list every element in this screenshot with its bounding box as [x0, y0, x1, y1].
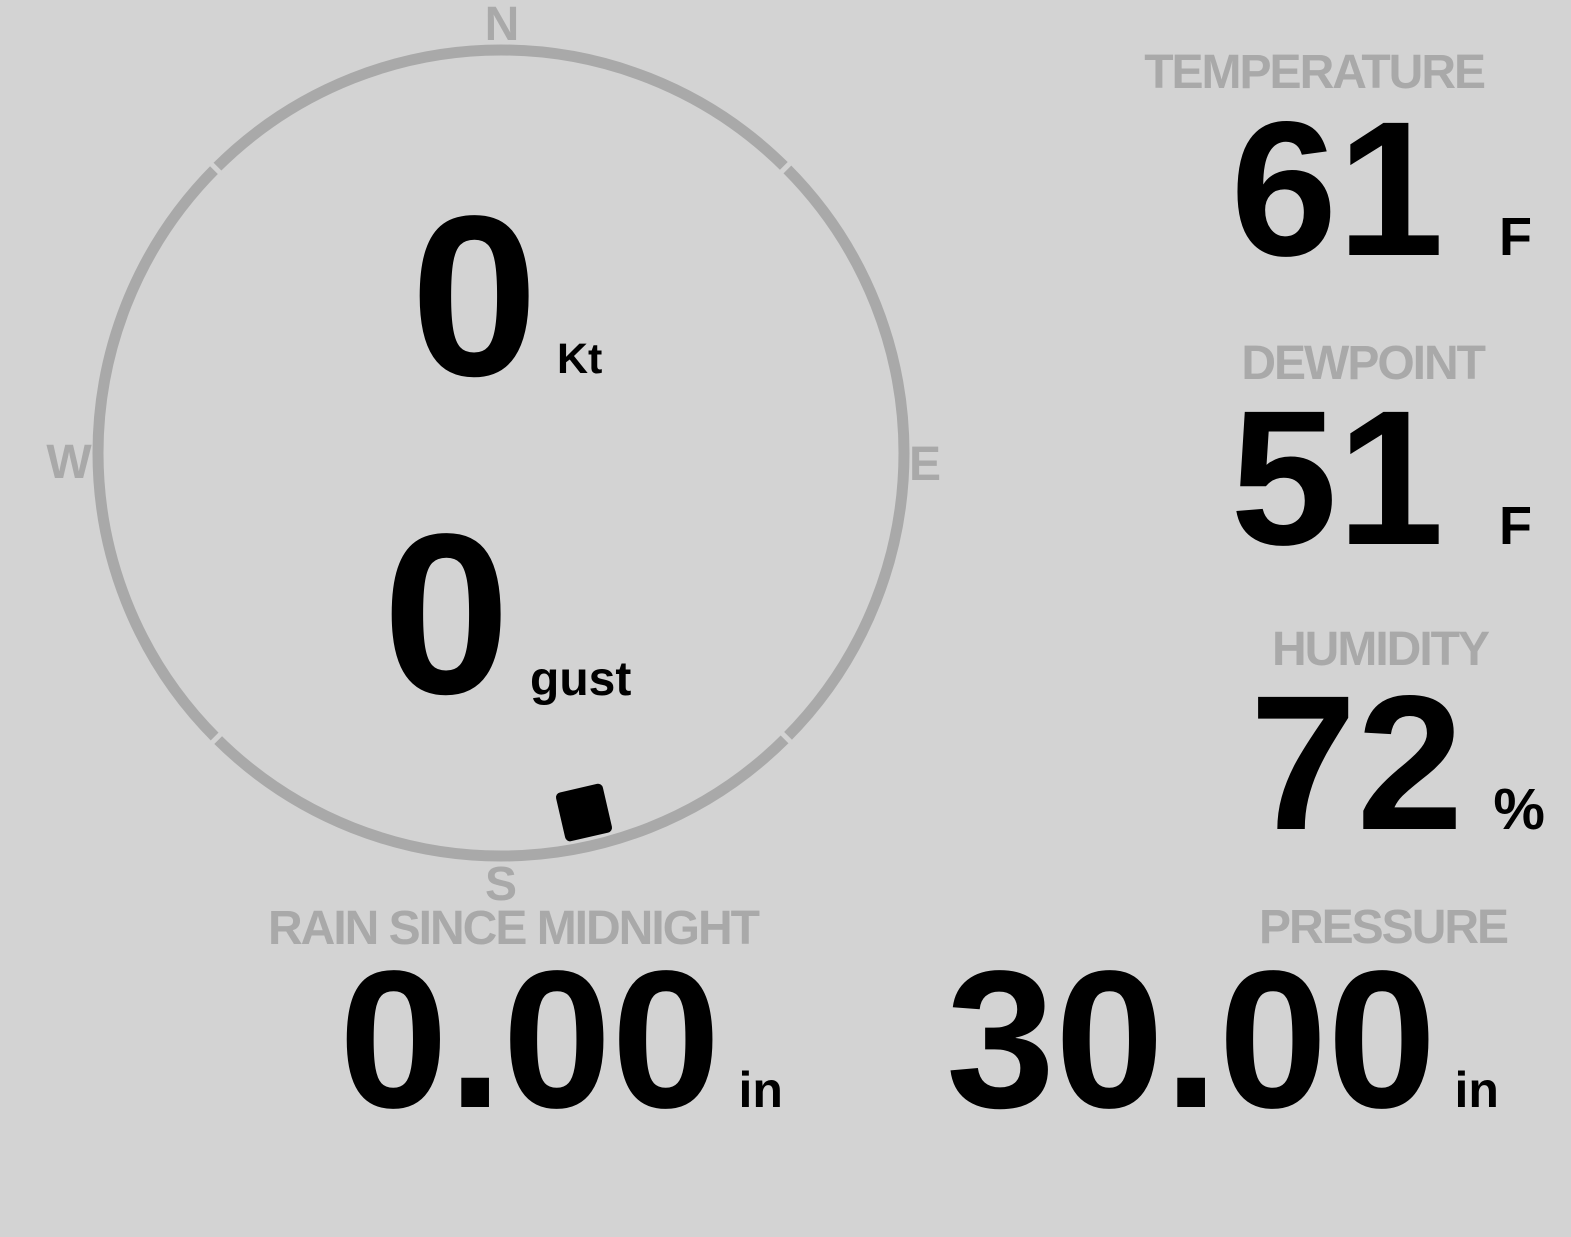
wind-gust-value: 0 [383, 486, 510, 742]
compass-ring-notches [207, 159, 795, 747]
cardinal-west: W [46, 436, 92, 489]
humidity-value: 72 [1249, 655, 1464, 870]
wind-speed-unit: Kt [557, 335, 602, 383]
pressure-reading: 30.00 in [946, 942, 1499, 1138]
wind-speed-value: 0 [411, 168, 538, 424]
pressure-label: PRESSURE [1258, 901, 1509, 954]
humidity-unit: % [1493, 777, 1545, 842]
dewpoint-label: DEWPOINT [1241, 337, 1486, 390]
pressure-unit: in [1454, 1062, 1499, 1118]
temperature-unit: F [1499, 207, 1532, 267]
rain-value: 0.00 [339, 930, 721, 1149]
cardinal-east: E [909, 438, 941, 491]
humidity-label: HUMIDITY [1272, 623, 1490, 676]
humidity-reading: 72 % [1250, 667, 1545, 859]
compass-ring [92, 44, 910, 862]
rain-unit: in [738, 1062, 783, 1118]
wind-compass: N E S W 0 Kt 0 gust [46, 0, 941, 910]
temperature-reading: 61 F [1230, 93, 1532, 285]
temperature-value: 61 [1230, 81, 1444, 296]
dewpoint-value: 51 [1230, 370, 1444, 585]
temperature-label: TEMPERATURE [1144, 46, 1486, 99]
wind-gust-unit: gust [530, 653, 631, 706]
dewpoint-unit: F [1499, 496, 1532, 556]
pressure-value: 30.00 [946, 930, 1437, 1149]
cardinal-south: S [485, 858, 517, 910]
rain-reading: 0.00 in [339, 942, 783, 1138]
rain-label: RAIN SINCE MIDNIGHT [268, 902, 760, 955]
cardinal-north: N [485, 0, 520, 51]
dewpoint-reading: 51 F [1230, 382, 1532, 574]
wind-direction-marker [555, 783, 613, 842]
